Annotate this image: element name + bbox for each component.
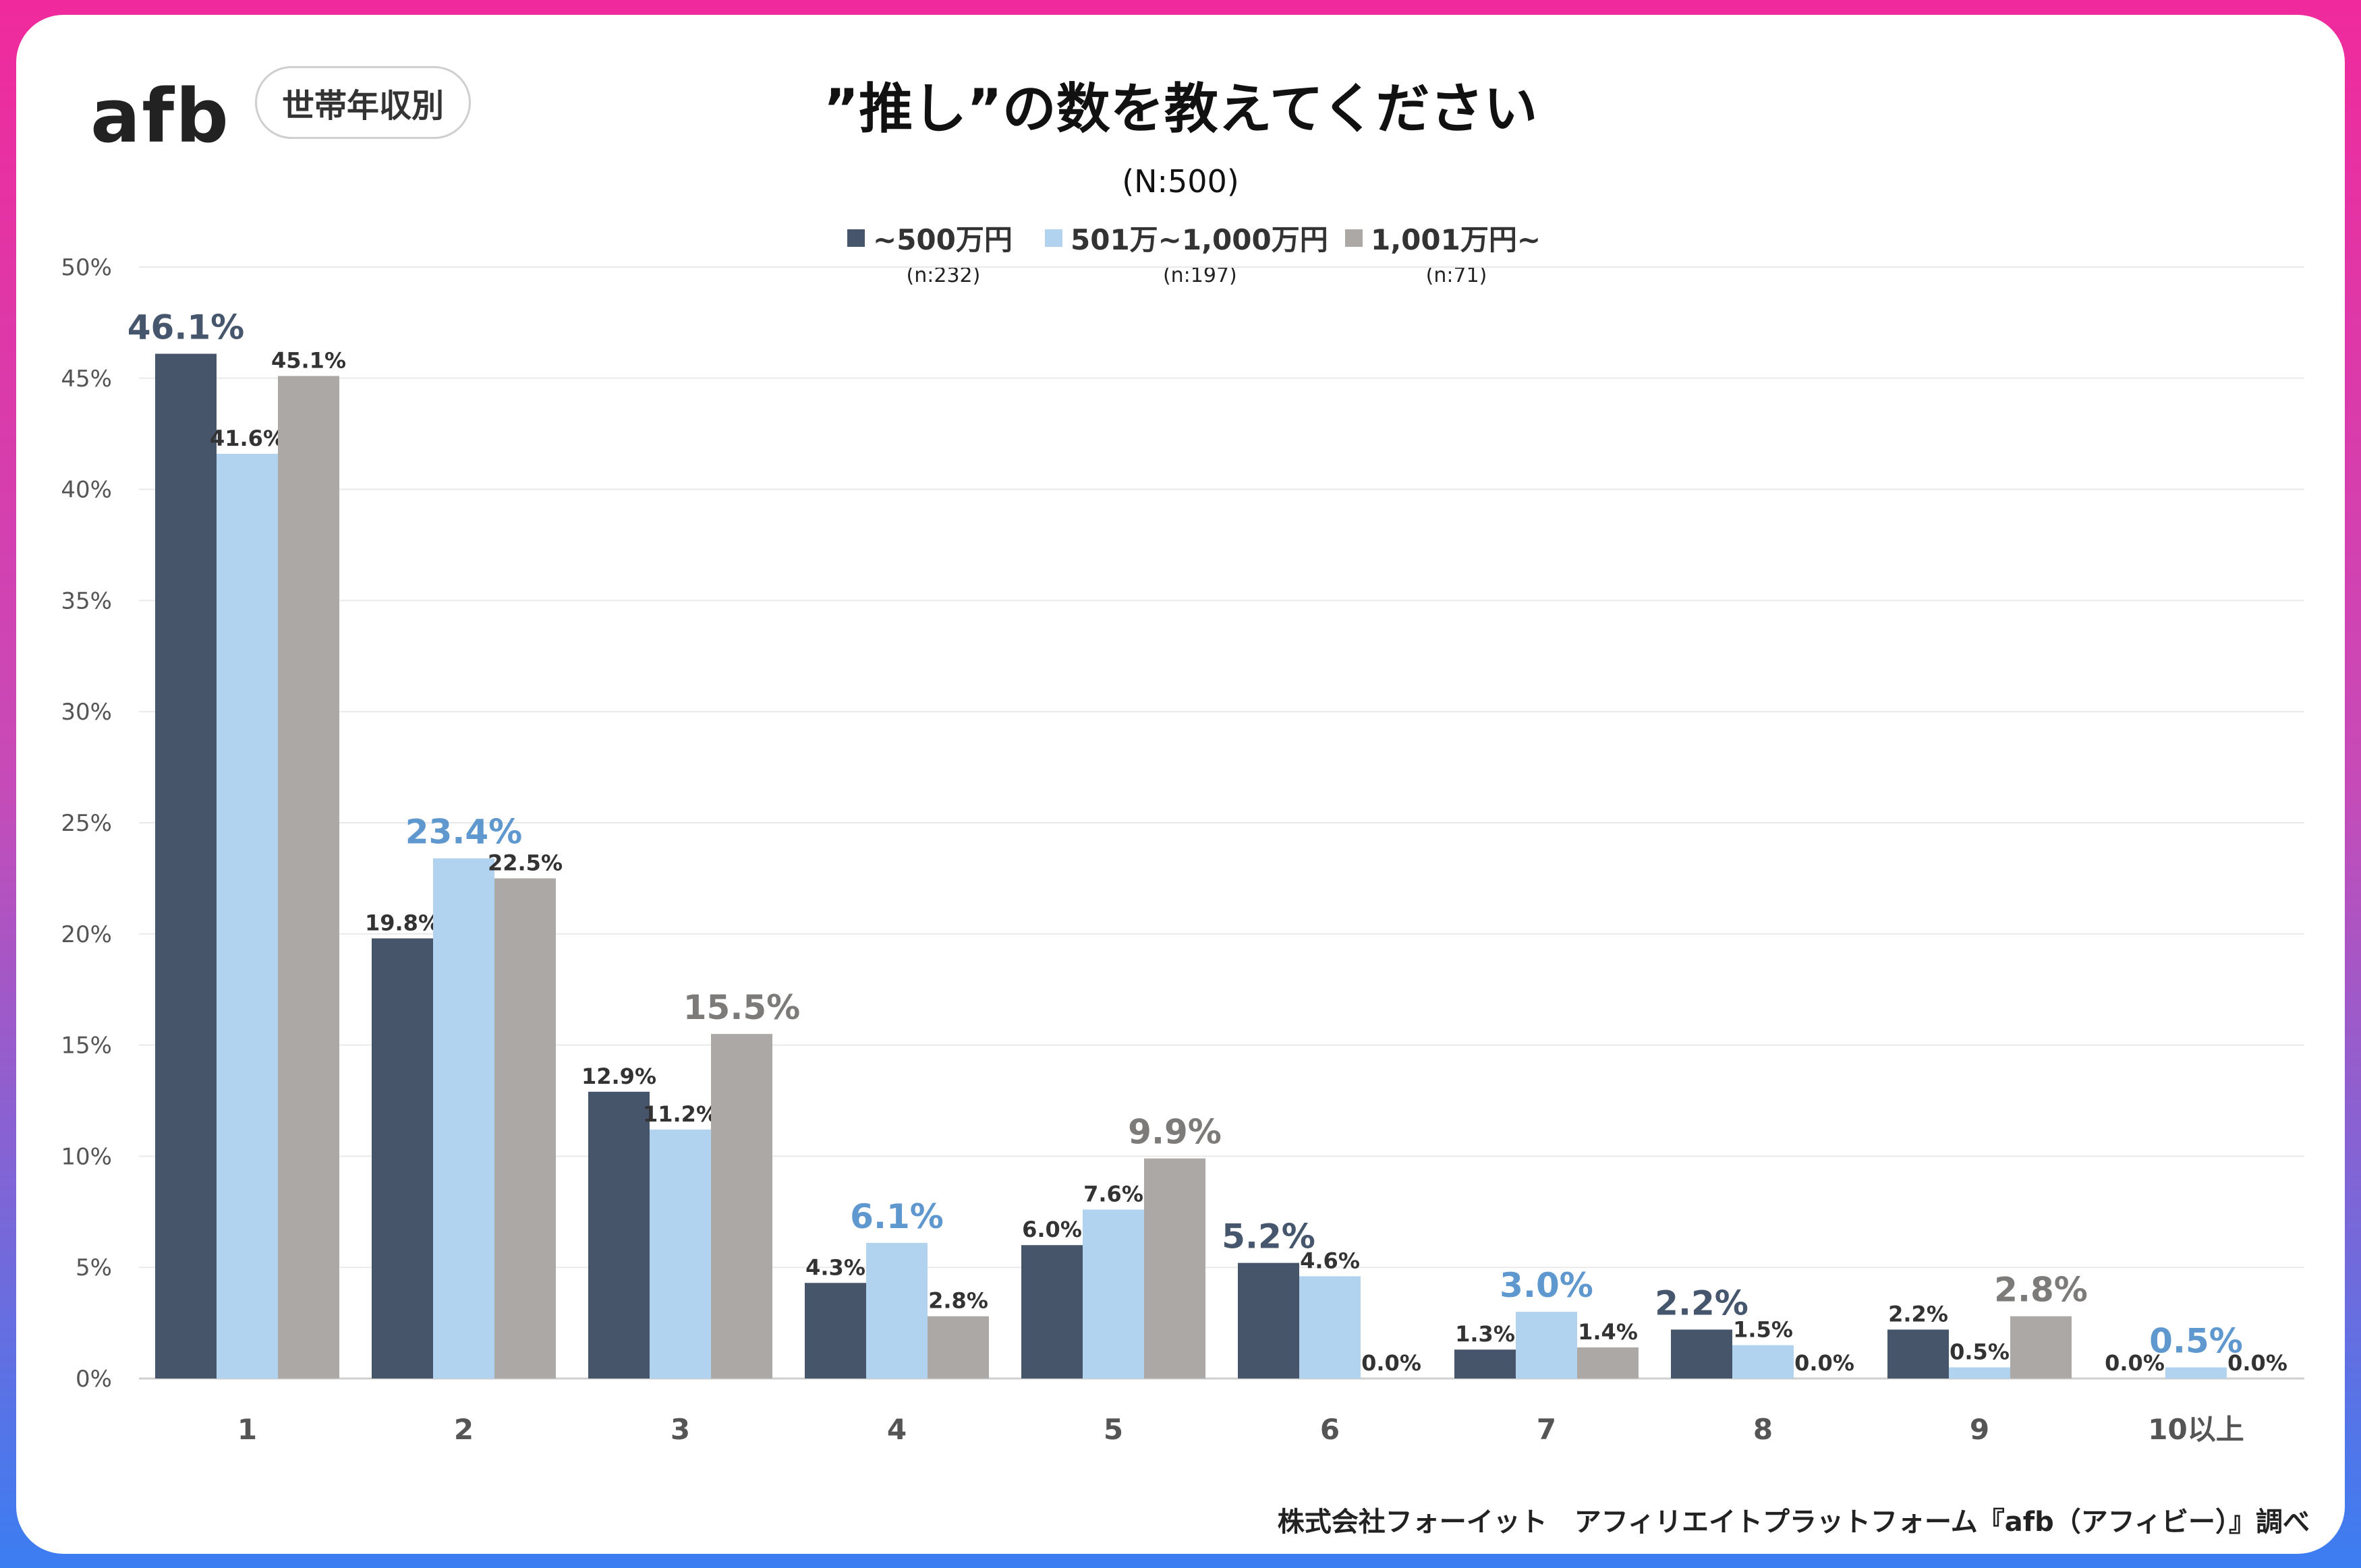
segment-badge: 世帯年収別 — [255, 66, 471, 139]
y-tick-label: 40% — [61, 477, 112, 504]
data-label-highlight: 2.2% — [1655, 1283, 1748, 1323]
bar — [1671, 1329, 1732, 1378]
data-label: 0.0% — [1361, 1350, 1421, 1376]
y-tick-label: 50% — [61, 254, 112, 281]
legend-swatch — [847, 229, 865, 247]
x-category-label: 8 — [1753, 1413, 1773, 1446]
bar — [494, 878, 556, 1378]
x-category-label: 9 — [1970, 1413, 1989, 1446]
data-label: 7.6% — [1083, 1182, 1143, 1207]
logo-text: afb — [90, 73, 230, 159]
data-label: 12.9% — [581, 1064, 656, 1089]
bar — [2165, 1367, 2227, 1378]
x-category-label: 1 — [237, 1413, 257, 1446]
data-label: 2.8% — [928, 1288, 988, 1314]
x-category-label: 10以上 — [2148, 1413, 2244, 1446]
bar — [711, 1034, 772, 1378]
bar — [1144, 1158, 1205, 1378]
chart-subtitle: (N:500) — [1122, 163, 1239, 200]
y-tick-label: 15% — [61, 1033, 112, 1059]
data-label-highlight: 2.8% — [1994, 1271, 2088, 1310]
bar — [278, 376, 339, 1378]
source-footer: 株式会社フォーイット アフィリエイトプラットフォーム『afb（アフィビー）』調べ — [1277, 1507, 2310, 1538]
x-category-label: 2 — [454, 1413, 474, 1446]
bar — [588, 1091, 650, 1378]
data-label: 4.6% — [1300, 1248, 1360, 1273]
x-category-label: 7 — [1537, 1413, 1556, 1446]
bar-chart: 0%5%10%15%20%25%30%35%40%45%50%46.1%41.6… — [61, 254, 2304, 1446]
x-category-label: 3 — [671, 1413, 690, 1446]
data-label-highlight: 23.4% — [405, 813, 522, 852]
data-label-highlight: 3.0% — [1500, 1266, 1593, 1305]
chart-title: ”推し”の数を教えてください — [823, 78, 1538, 140]
x-category-label: 4 — [887, 1413, 907, 1446]
data-label: 22.5% — [488, 850, 563, 875]
chart-card: afb 世帯年収別 ”推し”の数を教えてください (N:500) ~500万円 … — [16, 15, 2345, 1554]
afb-logo: afb — [90, 79, 230, 153]
y-tick-label: 10% — [61, 1143, 112, 1170]
data-label: 41.6% — [210, 426, 285, 451]
bar — [1083, 1209, 1144, 1378]
bar — [1949, 1367, 2010, 1378]
data-label-highlight: 0.5% — [2149, 1322, 2243, 1361]
data-label-highlight: 46.1% — [127, 308, 244, 347]
legend-label: 501万~1,000万円 — [1071, 223, 1328, 256]
data-label-highlight: 5.2% — [1222, 1217, 1315, 1256]
bar — [1454, 1349, 1516, 1378]
x-category-label: 6 — [1320, 1413, 1340, 1446]
bar — [1299, 1276, 1361, 1378]
data-label-highlight: 9.9% — [1128, 1113, 1222, 1152]
bar — [1732, 1345, 1794, 1378]
y-tick-label: 0% — [76, 1366, 112, 1393]
data-label: 2.2% — [1888, 1301, 1948, 1327]
bar — [866, 1242, 928, 1378]
data-label: 0.0% — [1794, 1350, 1854, 1376]
bar — [1887, 1329, 1949, 1378]
bar — [928, 1316, 989, 1378]
data-label-highlight: 6.1% — [850, 1197, 944, 1236]
data-label: 4.3% — [805, 1254, 865, 1280]
legend-item-over-1001: 1,001万円~ (n:71) — [1345, 217, 1541, 287]
data-label: 1.3% — [1455, 1321, 1515, 1347]
data-label: 1.5% — [1733, 1317, 1793, 1343]
legend-label: 1,001万円~ — [1371, 223, 1541, 256]
data-label: 0.0% — [2105, 1350, 2165, 1376]
y-tick-label: 5% — [76, 1254, 112, 1281]
data-label: 0.0% — [2227, 1350, 2287, 1376]
legend-swatch — [1045, 229, 1062, 247]
bar — [372, 938, 433, 1378]
x-category-label: 5 — [1104, 1413, 1123, 1446]
data-label: 19.8% — [365, 910, 440, 935]
y-tick-label: 25% — [61, 810, 112, 837]
y-tick-label: 35% — [61, 587, 112, 614]
bar — [2010, 1316, 2072, 1378]
y-tick-label: 20% — [61, 921, 112, 948]
bar — [805, 1283, 866, 1378]
bar — [1516, 1312, 1577, 1378]
data-label: 6.0% — [1022, 1217, 1082, 1242]
data-label: 45.1% — [271, 348, 346, 374]
bar — [1021, 1245, 1083, 1378]
data-label: 11.2% — [643, 1101, 718, 1127]
y-tick-label: 30% — [61, 699, 112, 726]
bar — [433, 858, 494, 1378]
data-label: 1.4% — [1578, 1319, 1638, 1345]
y-tick-label: 45% — [61, 366, 112, 393]
legend-label: ~500万円 — [873, 223, 1013, 256]
legend-swatch — [1345, 229, 1363, 247]
bar — [650, 1129, 711, 1378]
bar — [1238, 1262, 1299, 1378]
bar — [217, 453, 278, 1378]
bar — [1577, 1347, 1639, 1378]
bar — [155, 353, 217, 1379]
data-label-highlight: 15.5% — [683, 988, 800, 1027]
data-label: 0.5% — [1950, 1339, 2010, 1365]
